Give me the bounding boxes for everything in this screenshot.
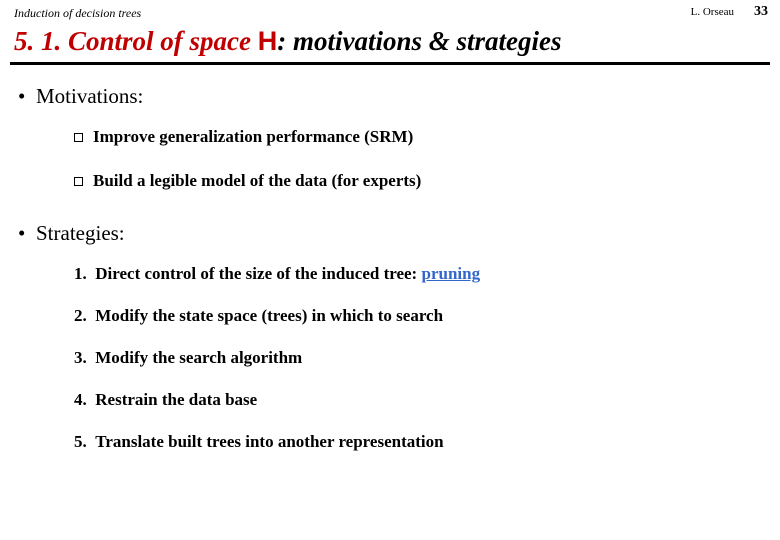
item-text: Modify the state space (trees) in which … <box>95 306 443 325</box>
motivations-item-text: Build a legible model of the data (for e… <box>93 171 421 190</box>
bullet-icon: • <box>18 84 36 109</box>
title-number: 5. 1. <box>14 26 68 56</box>
item-number: 3. <box>74 348 87 367</box>
checkbox-icon <box>74 177 83 186</box>
checkbox-icon <box>74 133 83 142</box>
list-item: Improve generalization performance (SRM) <box>74 127 762 147</box>
pruning-link[interactable]: pruning <box>421 264 480 283</box>
motivations-heading: •Motivations: <box>18 84 762 109</box>
item-number: 5. <box>74 432 87 451</box>
item-number: 1. <box>74 264 87 283</box>
list-item: 4. Restrain the data base <box>74 390 762 410</box>
slide: Induction of decision trees L. Orseau 33… <box>0 0 780 540</box>
list-item: Build a legible model of the data (for e… <box>74 171 762 191</box>
bullet-icon: • <box>18 221 36 246</box>
motivations-heading-text: Motivations: <box>36 84 143 108</box>
item-number: 2. <box>74 306 87 325</box>
item-text: Modify the search algorithm <box>95 348 302 367</box>
page-number: 33 <box>754 4 768 20</box>
header-author: L. Orseau <box>691 6 734 18</box>
title-underline <box>10 62 770 65</box>
list-item: 3. Modify the search algorithm <box>74 348 762 368</box>
item-text: Translate built trees into another repre… <box>95 432 443 451</box>
motivations-item-text: Improve generalization performance (SRM) <box>93 127 413 146</box>
title-h: H <box>258 26 278 56</box>
content-area: •Motivations: Improve generalization per… <box>18 84 762 474</box>
item-text: Restrain the data base <box>95 390 257 409</box>
title-main: Control of space <box>68 26 258 56</box>
slide-title: 5. 1. Control of space H: motivations & … <box>14 26 766 57</box>
header-topic: Induction of decision trees <box>14 6 141 21</box>
list-item: 2. Modify the state space (trees) in whi… <box>74 306 762 326</box>
strategies-heading: •Strategies: <box>18 221 762 246</box>
list-item: 1. Direct control of the size of the ind… <box>74 264 762 284</box>
strategies-heading-text: Strategies: <box>36 221 125 245</box>
item-number: 4. <box>74 390 87 409</box>
strategies-list: 1. Direct control of the size of the ind… <box>74 264 762 452</box>
motivations-list: Improve generalization performance (SRM)… <box>74 127 762 191</box>
title-rest: : motivations & strategies <box>277 26 561 56</box>
item-text: Direct control of the size of the induce… <box>95 264 421 283</box>
list-item: 5. Translate built trees into another re… <box>74 432 762 452</box>
